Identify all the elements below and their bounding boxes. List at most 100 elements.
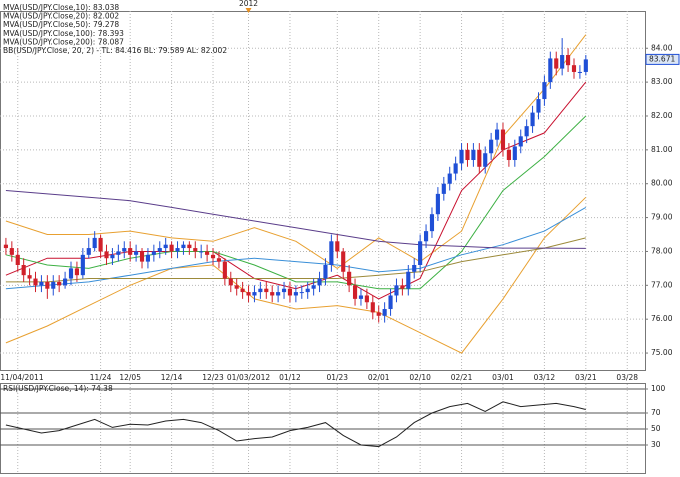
candle-body [122, 248, 127, 252]
y-tick-label: 70 [651, 408, 661, 417]
candle-body [270, 292, 275, 296]
rsi-line [5, 401, 586, 448]
x-tick-label: 02/01 [368, 373, 390, 382]
candle-body [252, 292, 257, 296]
candle-body [471, 149, 476, 161]
candle-body [199, 251, 204, 253]
last-price-box [645, 53, 680, 65]
x-tick-label: 03/21 [575, 373, 597, 382]
ma-line [5, 206, 587, 290]
y-tick-label: 81.00 [651, 145, 673, 154]
candle-body [293, 292, 298, 296]
candle-body [364, 295, 369, 303]
x-tick-label: 01/03/2012 [227, 373, 270, 382]
y-tick-label: 82.00 [651, 111, 673, 120]
candle-body [536, 99, 541, 113]
annotation-marker [245, 8, 252, 13]
candle-body [68, 268, 74, 279]
candle-body [264, 288, 269, 293]
candle-body [193, 248, 198, 252]
candle-body [317, 278, 322, 286]
candle-body [352, 285, 358, 299]
candle-body [376, 312, 381, 316]
x-tick-label: 01/12 [279, 373, 301, 382]
legend-entry: MVA(USD/JPY.Close,100): 78.393 [3, 29, 124, 38]
candle-body [400, 285, 405, 289]
x-tick-label: 11/04/2011 [0, 373, 43, 382]
candle-body [51, 281, 56, 289]
y-tick-label: 76.00 [651, 314, 673, 323]
candle-body [258, 288, 263, 293]
candle-body [210, 254, 216, 259]
candle-body [157, 248, 162, 252]
candle-body [276, 292, 281, 296]
x-tick-label: 03/28 [616, 373, 638, 382]
candle-body [45, 281, 50, 289]
candle-body [246, 292, 251, 296]
candle-body [86, 248, 91, 255]
candle-body [571, 65, 577, 72]
candle-body [181, 244, 186, 249]
candle-body [305, 288, 310, 293]
candle-body [281, 288, 287, 293]
y-tick-label: 79.00 [651, 213, 673, 222]
candle-body [412, 264, 417, 272]
candle-body [116, 251, 121, 255]
candle-body [341, 251, 346, 272]
candle-body [323, 264, 328, 279]
candle-body [92, 237, 97, 249]
x-tick-label: 12/14 [161, 373, 183, 382]
candle-body [494, 129, 500, 140]
candle-body [21, 264, 26, 276]
candle-body [39, 281, 44, 286]
x-tick-label: 03/12 [534, 373, 556, 382]
candle-body [33, 278, 38, 286]
y-tick-label: 100 [651, 384, 666, 393]
candle-body [566, 55, 571, 66]
candle-body [163, 244, 168, 249]
candle-body [483, 153, 488, 167]
candle-body [104, 251, 109, 259]
candle-body [500, 129, 506, 150]
candle-body [423, 231, 429, 242]
candle-body [128, 248, 133, 255]
candle-body [506, 149, 511, 161]
candle-body [358, 295, 364, 299]
x-tick-label: 02/21 [451, 373, 473, 382]
candle-body [15, 254, 20, 265]
candle-body [583, 59, 588, 72]
candle-body [110, 254, 115, 259]
y-tick-label: 75.00 [651, 348, 673, 357]
candle-body [441, 183, 446, 194]
candle-body [311, 285, 316, 289]
x-tick-label: 12/23 [202, 373, 224, 382]
candle-body [477, 149, 482, 167]
candle-body [418, 241, 423, 265]
candle-body [27, 275, 32, 279]
candle-body [139, 251, 145, 262]
candle-body [151, 251, 156, 255]
ma-line [5, 237, 586, 283]
candle-body [530, 112, 535, 127]
candle-body [63, 278, 68, 286]
candle-body [394, 285, 399, 296]
candle-body [98, 237, 103, 252]
candle-body [3, 244, 8, 249]
candle-body [205, 251, 210, 255]
last-price-label: 83.671 [649, 54, 675, 63]
candle-body [175, 248, 180, 252]
candle-body [74, 268, 79, 276]
candle-body [577, 71, 582, 73]
y-tick-label: 30 [651, 440, 661, 449]
candle-body [228, 278, 233, 286]
legend-entry: MVA(USD/JPY.Close,20): 82.002 [3, 12, 119, 21]
candle-body [335, 241, 340, 252]
candle-body [234, 285, 239, 289]
candle-body [187, 244, 192, 249]
candle-body [299, 292, 304, 294]
candle-body [134, 251, 139, 255]
x-tick-label: 01/23 [326, 373, 348, 382]
candle-body [518, 136, 523, 147]
candle-body [447, 173, 452, 184]
